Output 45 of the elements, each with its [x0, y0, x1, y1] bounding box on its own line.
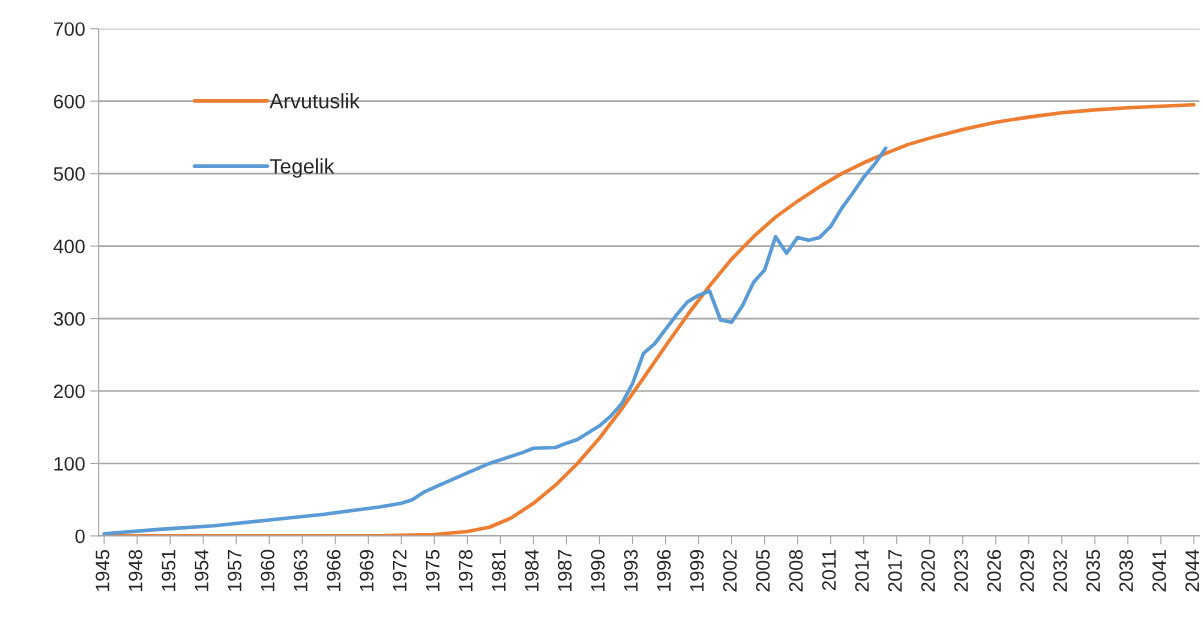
x-tick-label: 1957 [227, 550, 242, 591]
x-tick-label: 1966 [326, 549, 341, 591]
x-tick-label: 2005 [756, 549, 770, 592]
x-tick-label: 2023 [954, 549, 968, 592]
x-tick-label: 1960 [260, 549, 275, 591]
x-tick-label: 1963 [293, 549, 308, 591]
x-tick-label: 2020 [921, 549, 935, 592]
x-tick-label: 2002 [723, 550, 737, 592]
y-tick-label: 400 [53, 239, 85, 254]
x-tick-label: 1978 [458, 549, 473, 591]
y-tick-label: 0 [75, 529, 85, 544]
x-tick-label: 2026 [987, 549, 1001, 592]
x-tick-label: 1981 [491, 550, 506, 591]
y-tick-label: 300 [53, 312, 85, 326]
y-tick-label: 100 [54, 456, 85, 471]
x-tick-label: 2017 [888, 550, 902, 592]
x-tick-label: 1969 [359, 550, 374, 591]
legend-label: Arvutuslik [269, 93, 360, 109]
x-tick-label: 1996 [656, 549, 671, 591]
x-tick-label: 1945 [95, 549, 110, 591]
y-tick-label: 600 [54, 94, 85, 109]
x-tick-label: 1948 [128, 549, 143, 591]
x-tick-label: 2011 [822, 550, 836, 590]
y-tick-label: 500 [53, 167, 85, 181]
y-tick-label: 700 [54, 22, 85, 36]
x-tick-label: 1954 [194, 549, 209, 591]
x-tick-label: 2035 [1086, 549, 1101, 592]
x-tick-label: 2032 [1053, 550, 1068, 592]
x-tick-label: 1975 [425, 549, 440, 591]
x-tick-label: 1984 [524, 549, 539, 591]
legend-label: Tegelik [269, 158, 335, 178]
x-tick-label: 1993 [623, 549, 638, 591]
x-tick-label: 1987 [557, 550, 572, 591]
line-series [102, 146, 888, 536]
y-tick-label: 200 [53, 384, 85, 399]
x-tick-label: 2038 [1119, 549, 1134, 592]
x-tick-label: 2044 [1185, 549, 1200, 592]
x-tick-label: 1972 [392, 550, 407, 591]
x-tick-label: 2014 [855, 549, 869, 592]
x-tick-label: 1951 [161, 550, 176, 591]
x-tick-label: 2008 [789, 549, 803, 592]
x-tick-label: 1990 [590, 549, 605, 591]
x-tick-label: 2029 [1020, 550, 1034, 592]
x-tick-label: 1999 [690, 550, 704, 591]
x-tick-label: 2041 [1152, 550, 1167, 592]
